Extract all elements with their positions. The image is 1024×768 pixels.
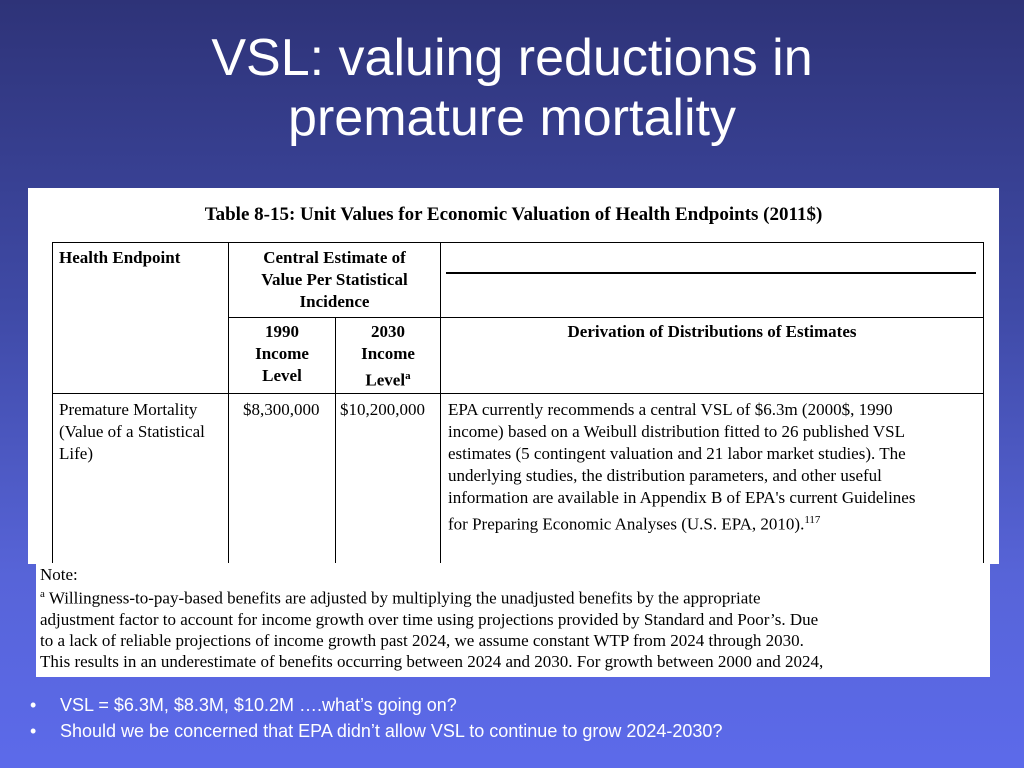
col-divider — [335, 317, 336, 565]
bullet-marker: • — [30, 695, 37, 715]
table-note: Note: a Willingness-to-pay-based benefit… — [36, 563, 990, 677]
header-rule — [446, 272, 976, 274]
bullet-item: • VSL = $6.3M, $8.3M, $10.2M ….what’s go… — [30, 692, 1010, 718]
header-health-endpoint: Health Endpoint — [59, 248, 181, 267]
note-body: a Willingness-to-pay-based benefits are … — [40, 588, 824, 671]
col-divider — [440, 243, 441, 565]
cell-endpoint: Premature Mortality (Value of a Statisti… — [59, 400, 205, 463]
bullet-text: Should we be concerned that EPA didn’t a… — [60, 721, 723, 741]
slide-title-line-2: premature mortality — [288, 89, 736, 147]
table-caption: Table 8-15: Unit Values for Economic Val… — [204, 204, 823, 225]
note-heading: Note: — [40, 565, 78, 584]
slide-title-line-1: VSL: valuing reductions in — [211, 29, 813, 87]
bullet-marker: • — [30, 721, 37, 741]
header-derivation: Derivation of Distributions of Estimates — [567, 322, 857, 341]
bullet-list: • VSL = $6.3M, $8.3M, $10.2M ….what’s go… — [30, 692, 1010, 744]
slide-title: VSL: valuing reductions in premature mor… — [40, 28, 984, 148]
row-divider — [53, 393, 983, 394]
header-central-estimate: Central Estimate of Value Per Statistica… — [261, 248, 408, 311]
header-2030-income-level: 2030 Income Levela — [361, 322, 415, 390]
col-divider — [228, 243, 229, 565]
row-divider — [228, 317, 983, 318]
cell-derivation: EPA currently recommends a central VSL o… — [448, 400, 916, 534]
table-image: Table 8-15: Unit Values for Economic Val… — [28, 188, 999, 565]
header-1990-income-level: 1990 Income Level — [255, 322, 309, 385]
valuation-table: Health Endpoint Central Estimate of Valu… — [52, 242, 984, 565]
cell-value-2030: $10,200,000 — [340, 400, 425, 419]
bullet-text: VSL = $6.3M, $8.3M, $10.2M ….what’s goin… — [60, 695, 457, 715]
cell-value-1990: $8,300,000 — [243, 400, 320, 419]
bullet-item: • Should we be concerned that EPA didn’t… — [30, 718, 1010, 744]
